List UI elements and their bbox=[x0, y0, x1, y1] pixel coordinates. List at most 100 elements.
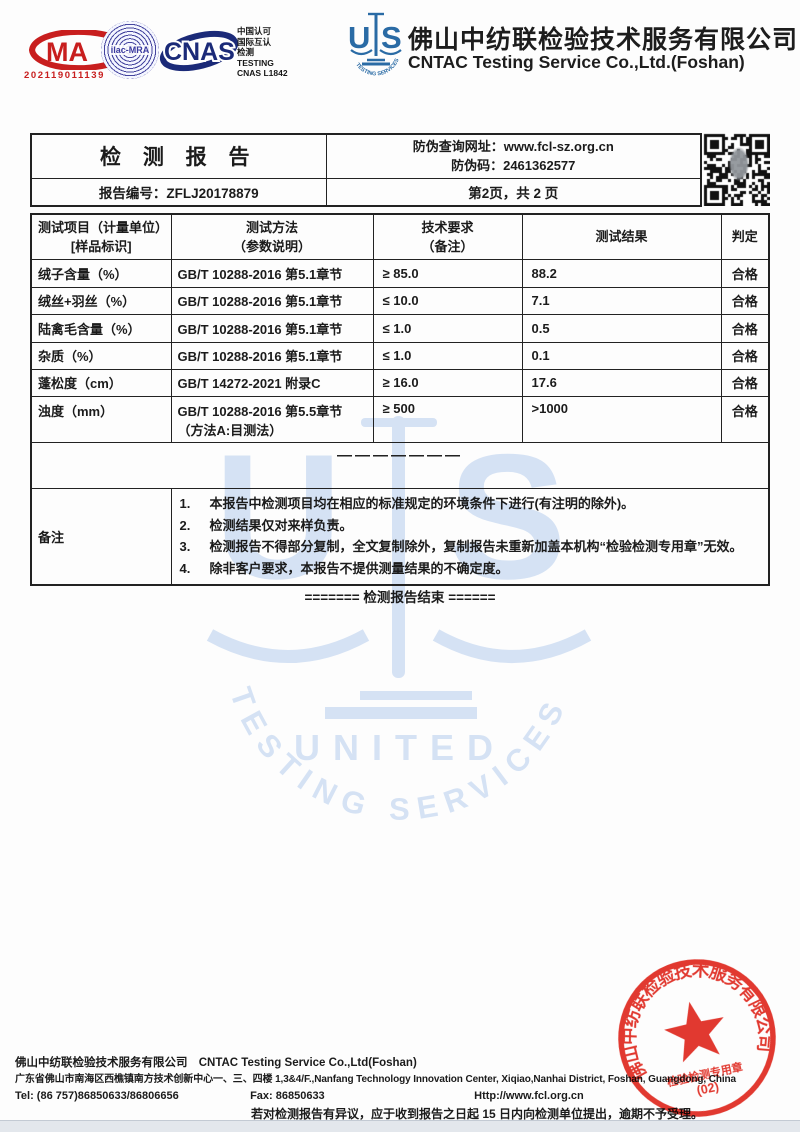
cell-result: 7.1 bbox=[521, 286, 722, 315]
table-row: 陆禽毛含量（%） GB/T 10288-2016 第5.1章节 ≤ 1.0 0.… bbox=[30, 313, 770, 343]
remark-item: 3. 检测报告不得部分复制，全文复制除外，复制报告未重新加盖本机构“检验检测专用… bbox=[179, 539, 743, 555]
uts-scale-logo-icon: U S TESTING SERVICES bbox=[348, 12, 402, 77]
svg-text:CNAS: CNAS bbox=[164, 38, 235, 66]
header-line: [样品标识] bbox=[70, 238, 132, 254]
footer-fax: Fax: 86850633 bbox=[250, 1090, 325, 1102]
cell-judge: 合格 bbox=[720, 313, 770, 343]
cma-logo-icon: MA bbox=[28, 30, 122, 70]
svg-text:S: S bbox=[381, 20, 402, 55]
footer-address: 广东省佛山市南海区西樵镇南方技术创新中心一、三、四楼 1,3&4/F.,Nanf… bbox=[15, 1074, 736, 1085]
table-row: 绒丝+羽丝（%） GB/T 10288-2016 第5.1章节 ≤ 10.0 7… bbox=[30, 286, 770, 315]
footer: 佛山中纺联检验技术服务有限公司 CNTAC Testing Service Co… bbox=[15, 1055, 795, 1123]
cell-result: 0.1 bbox=[521, 341, 722, 370]
svg-text:MA: MA bbox=[46, 37, 88, 67]
qr-smudge bbox=[729, 147, 749, 181]
table-row: 蓬松度（cm） GB/T 14272-2021 附录C ≥ 16.0 17.6 … bbox=[30, 368, 770, 397]
header-line: （备注） bbox=[421, 238, 474, 254]
dashes-text: ——————— bbox=[337, 446, 463, 464]
page-info-cell: 第2页，共 2 页 bbox=[325, 177, 702, 207]
report-title-cell: 检 测 报 告 bbox=[30, 133, 327, 179]
cell-judge: 合格 bbox=[720, 286, 770, 315]
cell-requirement: ≤ 10.0 bbox=[372, 286, 523, 315]
remark-item: 4. 除非客户要求，本报告不提供测量结果的不确定度。 bbox=[179, 560, 509, 576]
stamp-star-icon bbox=[664, 1001, 724, 1063]
accreditation-line: 国际互认 bbox=[237, 36, 272, 47]
cell-method: GB/T 10288-2016 第5.1章节 bbox=[170, 286, 374, 315]
company-seal-stamp: 佛山中纺联检验技术服务有限公司 检验检测专用章 (02) bbox=[604, 945, 780, 1117]
svg-text:UNITED: UNITED bbox=[294, 727, 506, 768]
cell-method: GB/T 10288-2016 第5.1章节 bbox=[170, 258, 374, 288]
ilac-mra-logo: ilac-MRA bbox=[101, 21, 159, 79]
cnas-accreditation-text: 中国认可 国际互认 检测 TESTING CNAS L1842 bbox=[237, 26, 288, 79]
report-number: 报告编号：ZFLJ20178879 bbox=[98, 185, 259, 201]
cell-result: 0.5 bbox=[521, 313, 722, 343]
cell-judge: 合格 bbox=[720, 395, 770, 443]
page-info: 第2页，共 2 页 bbox=[468, 185, 559, 201]
footer-contacts: Tel: (86 757)86850633/86806656 Fax: 8685… bbox=[15, 1088, 795, 1105]
col-header-requirement: 技术要求 （备注） bbox=[372, 213, 523, 260]
cell-requirement: ≥ 85.0 bbox=[372, 258, 523, 288]
footer-website: Http://www.fcl.org.cn bbox=[474, 1090, 584, 1102]
header-line: 测试方法 bbox=[245, 219, 298, 235]
header-line: 技术要求 bbox=[421, 219, 474, 235]
footer-notice: 若对检测报告有异议，应于收到报告之日起 15 日内向检测单位提出，逾期不予受理。 bbox=[250, 1107, 704, 1121]
accreditation-line: 中国认可 bbox=[237, 26, 272, 36]
results-table: 测试项目（计量单位） [样品标识] 测试方法 （参数说明） 技术要求 （备注） … bbox=[30, 213, 770, 586]
remark-item: 2. 检测结果仅对来样负责。 bbox=[179, 517, 353, 533]
company-name-en: CNTAC Testing Service Co.,Ltd.(Foshan) bbox=[408, 52, 745, 72]
table-row: 绒子含量（%） GB/T 10288-2016 第5.1章节 ≥ 85.0 88… bbox=[30, 258, 770, 288]
cell-item: 杂质（%） bbox=[30, 341, 172, 370]
cell-judge: 合格 bbox=[720, 368, 770, 397]
ilac-mra-label: ilac-MRA bbox=[109, 45, 151, 55]
footer-tel: Tel: (86 757)86850633/86806656 bbox=[15, 1090, 179, 1102]
cell-result: 17.6 bbox=[521, 368, 722, 397]
cma-certificate-number: 202119011139 bbox=[24, 70, 106, 81]
cell-requirement: ≥ 500 bbox=[372, 395, 523, 443]
antifake-url: 防伪查询网址：www.fcl-sz.org.cn bbox=[412, 139, 614, 155]
col-header-item: 测试项目（计量单位） [样品标识] bbox=[30, 213, 172, 260]
cell-method: GB/T 10288-2016 第5.1章节 bbox=[170, 341, 374, 370]
cell-method: GB/T 10288-2016 第5.1章节 bbox=[170, 313, 374, 343]
svg-text:(02): (02) bbox=[695, 1080, 720, 1098]
cell-item: 绒丝+羽丝（%） bbox=[30, 286, 172, 315]
qr-code-wrap bbox=[703, 133, 770, 206]
cell-judge: 合格 bbox=[720, 341, 770, 370]
cell-method: GB/T 10288-2016 第5.5章节 （方法A:目测法） bbox=[170, 395, 374, 443]
cell-result: 88.2 bbox=[521, 258, 722, 288]
antifake-code: 防伪码：2461362577 bbox=[451, 158, 576, 174]
filler-dashes: ——————— bbox=[30, 441, 770, 489]
report-title: 检 测 报 告 bbox=[99, 146, 258, 170]
footer-company-cn: 佛山中纺联检验技术服务有限公司 bbox=[15, 1057, 188, 1069]
empty-filler-row: ——————— bbox=[30, 441, 770, 489]
table-header-row: 测试项目（计量单位） [样品标识] 测试方法 （参数说明） 技术要求 （备注） … bbox=[30, 213, 770, 260]
cell-method: GB/T 14272-2021 附录C bbox=[170, 368, 374, 397]
remarks-row: 备注 1. 本报告中检测项目均在相应的标准规定的环境条件下进行(有注明的除外)。… bbox=[30, 487, 770, 586]
header-line: （参数说明） bbox=[232, 238, 311, 254]
cell-item: 蓬松度（cm） bbox=[30, 368, 172, 397]
remark-item: 1. 本报告中检测项目均在相应的标准规定的环境条件下进行(有注明的除外)。 bbox=[179, 496, 635, 512]
method-line: GB/T 10288-2016 第5.5章节 bbox=[177, 403, 343, 419]
svg-text:U: U bbox=[348, 20, 370, 55]
cell-item: 浊度（mm） bbox=[30, 395, 172, 443]
report-no-cell: 报告编号：ZFLJ20178879 bbox=[30, 177, 327, 207]
cell-requirement: ≥ 16.0 bbox=[372, 368, 523, 397]
table-row: 浊度（mm） GB/T 10288-2016 第5.5章节 （方法A:目测法） … bbox=[30, 395, 770, 443]
report-header-table: 检 测 报 告 防伪查询网址：www.fcl-sz.org.cn 防伪码：246… bbox=[30, 133, 702, 207]
remarks-content-cell: 1. 本报告中检测项目均在相应的标准规定的环境条件下进行(有注明的除外)。 2.… bbox=[170, 487, 770, 586]
cnas-logo-icon: CNAS bbox=[159, 30, 239, 72]
cell-requirement: ≤ 1.0 bbox=[372, 341, 523, 370]
antifake-cell: 防伪查询网址：www.fcl-sz.org.cn 防伪码：2461362577 bbox=[325, 133, 702, 179]
col-header-method: 测试方法 （参数说明） bbox=[170, 213, 374, 260]
accreditation-line: CNAS L1842 bbox=[237, 68, 288, 78]
page-bottom-edge bbox=[0, 1120, 800, 1132]
accreditation-line: 检测 bbox=[237, 47, 255, 57]
accreditation-line: TESTING bbox=[237, 57, 274, 68]
cell-judge: 合格 bbox=[720, 258, 770, 288]
header-line: 测试项目（计量单位） bbox=[38, 219, 169, 235]
footer-company-en: CNTAC Testing Service Co.,Ltd(Foshan) bbox=[198, 1057, 417, 1069]
cell-result: >1000 bbox=[521, 395, 722, 443]
col-header-result: 测试结果 bbox=[521, 213, 722, 260]
remarks-label-cell: 备注 bbox=[30, 487, 172, 586]
company-name-cn: 佛山中纺联检验技术服务有限公司 bbox=[408, 26, 799, 54]
